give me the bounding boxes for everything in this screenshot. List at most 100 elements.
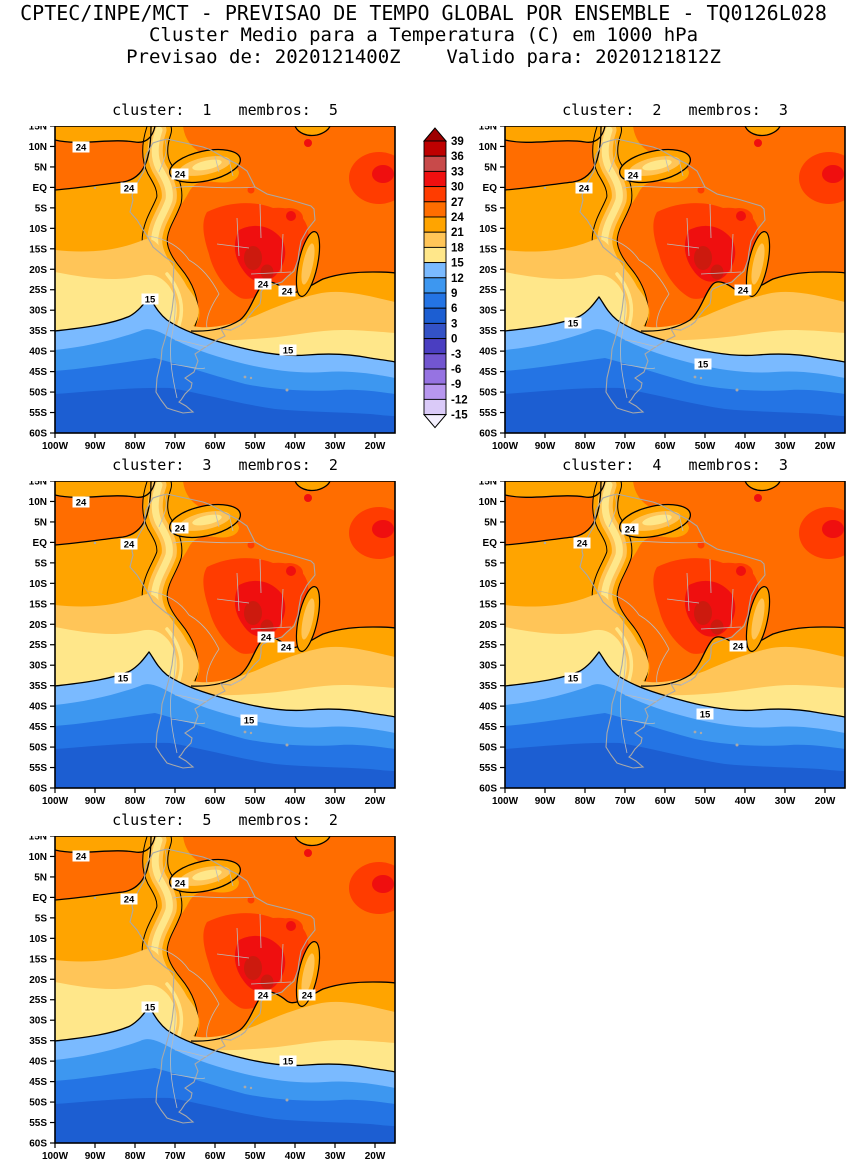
band-21-24-patch xyxy=(505,481,605,498)
contour-label: 24 xyxy=(120,893,138,906)
warm-speck xyxy=(247,186,255,194)
country-borders-north xyxy=(158,494,256,544)
country-borders-south xyxy=(596,235,692,399)
panel-title: cluster: 4 membros: 3 xyxy=(562,456,788,474)
band-3-6 xyxy=(55,742,395,788)
colorbar-tick-label: 12 xyxy=(451,273,464,285)
island xyxy=(693,375,697,379)
coastal-range-cool-sliver-core xyxy=(751,598,765,640)
svg-text:24: 24 xyxy=(76,852,87,863)
lat-tick-label: 45S xyxy=(29,1077,47,1088)
colorbar-band xyxy=(423,262,447,279)
island xyxy=(699,731,703,735)
lat-tick-label: 45S xyxy=(479,367,497,378)
contour-label: 24 xyxy=(171,168,189,181)
colorbar-tick-label: 39 xyxy=(451,136,464,148)
svg-text:24: 24 xyxy=(282,287,293,298)
island xyxy=(249,376,253,380)
coastal-range-cool-sliver-core xyxy=(301,953,315,995)
colorbar-band xyxy=(423,155,447,172)
svg-text:15: 15 xyxy=(118,674,129,685)
contour-label: 24 xyxy=(621,523,639,536)
island xyxy=(543,541,547,545)
isotherm-24 xyxy=(505,126,606,143)
svg-text:24: 24 xyxy=(175,879,186,890)
lat-tick-label: 40S xyxy=(29,347,47,358)
hottest-spot xyxy=(244,956,262,980)
lat-tick-label: 30S xyxy=(29,661,47,672)
coastal-range-cool-sliver-core xyxy=(751,243,765,285)
lon-tick-label: 80W xyxy=(125,441,146,452)
lat-tick-label: 15N xyxy=(479,481,497,488)
lon-tick-label: 20W xyxy=(815,796,836,807)
warm-blob-ne-core xyxy=(372,165,394,183)
colorbar-band xyxy=(423,353,447,370)
svg-text:24: 24 xyxy=(625,525,636,536)
lat-tick-label: 60S xyxy=(29,429,47,440)
lat-tick-label: 15S xyxy=(29,244,47,255)
svg-text:24: 24 xyxy=(175,170,186,181)
svg-text:24: 24 xyxy=(577,539,588,550)
warm-speck xyxy=(247,541,255,549)
lat-tick-label: 20S xyxy=(29,265,47,276)
chart-subtitle: Cluster Medio para a Temperatura (C) em … xyxy=(148,24,699,46)
island xyxy=(543,186,547,190)
colorbar-tick-label: 21 xyxy=(451,227,464,239)
svg-text:24: 24 xyxy=(281,643,292,654)
colorbar-band xyxy=(423,201,447,218)
isotherm-15 xyxy=(55,650,395,718)
hottest-spot xyxy=(710,619,724,635)
cluster-panel-1: cluster: 1 membros: 5 24 24 24 24 24 15 15 15N 10… xyxy=(17,100,399,462)
colorbar-tick-label: 3 xyxy=(451,318,457,330)
svg-text:15: 15 xyxy=(568,674,579,685)
colorbar-tick-label: 36 xyxy=(451,151,464,163)
lat-tick-label: 10N xyxy=(29,497,47,508)
lon-tick-label: 80W xyxy=(125,796,146,807)
lon-tick-label: 40W xyxy=(285,796,306,807)
lat-tick-label: 25S xyxy=(479,285,497,296)
colorbar-tick-label: -12 xyxy=(451,394,468,406)
svg-text:24: 24 xyxy=(124,895,135,906)
colorbar-band xyxy=(423,231,447,248)
svg-text:24: 24 xyxy=(76,498,87,509)
lon-tick-label: 100W xyxy=(492,441,519,452)
svg-text:15: 15 xyxy=(244,716,255,727)
band-21-24-patch xyxy=(505,126,605,143)
panel-title: cluster: 1 membros: 5 xyxy=(112,101,338,119)
lat-tick-label: 15N xyxy=(29,126,47,133)
colorbar-tick-label: 0 xyxy=(451,334,457,346)
svg-text:15: 15 xyxy=(145,1003,156,1014)
country-borders-south xyxy=(146,235,242,399)
lat-tick-label: 15S xyxy=(29,954,47,965)
colorbar-tick-label: -9 xyxy=(451,379,461,391)
colorbar-band xyxy=(423,216,447,233)
cluster-panel-4: cluster: 4 membros: 3 24 24 24 15 15 15N 10N 5N E… xyxy=(467,455,847,817)
map-plot: 24 24 24 24 24 15 15 15N 10N 5N EQ 5S 10S 15S 20S 25S 30… xyxy=(29,481,396,807)
colorbar-tick-label: -6 xyxy=(451,364,461,376)
colorbar-band xyxy=(423,398,447,416)
lat-tick-label: 50S xyxy=(29,743,47,754)
island xyxy=(285,743,289,747)
lat-tick-label: 60S xyxy=(479,784,497,795)
coastline-south-america xyxy=(129,848,316,1124)
island xyxy=(693,730,697,734)
isotherm-24 xyxy=(190,981,395,1042)
svg-text:24: 24 xyxy=(628,171,639,182)
contour-label: 15 xyxy=(696,708,714,721)
colorbar-tick-label: 15 xyxy=(451,258,464,270)
lon-tick-label: 60W xyxy=(655,441,676,452)
lon-tick-label: 100W xyxy=(42,796,69,807)
lat-tick-label: 5N xyxy=(34,162,47,173)
colorbar-arrow-top xyxy=(422,127,448,142)
colorbar-tick-label: 6 xyxy=(451,303,457,315)
state-borders-brazil xyxy=(666,558,742,630)
lat-tick-label: 40S xyxy=(29,702,47,713)
island xyxy=(699,376,703,380)
island xyxy=(243,730,247,734)
lon-tick-label: 50W xyxy=(245,441,266,452)
lon-tick-label: 50W xyxy=(245,796,266,807)
svg-text:15: 15 xyxy=(700,710,711,721)
hottest-spot xyxy=(260,619,274,635)
lon-tick-label: 90W xyxy=(85,441,106,452)
lon-tick-label: 30W xyxy=(325,796,346,807)
